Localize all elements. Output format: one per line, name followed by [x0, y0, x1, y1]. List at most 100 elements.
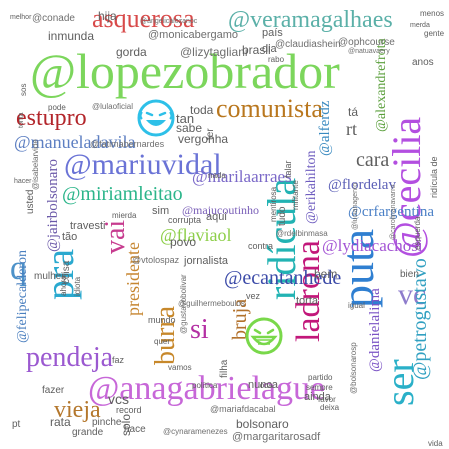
- word-rt: rt: [346, 119, 357, 139]
- word-tonta: tonta: [18, 112, 25, 128]
- word-melhor: melhor: [10, 14, 32, 21]
- word-danielalima: @danielalima: [367, 288, 383, 372]
- word-militante: militante: [291, 180, 300, 210]
- word-ter: ter: [205, 128, 216, 140]
- word-cara: cara: [356, 149, 390, 171]
- word-lulaoficial: @lulaoficial: [92, 102, 134, 111]
- word-si: si: [190, 314, 209, 345]
- word-anagabrielague: @anagabrielague: [88, 370, 326, 407]
- word-presidente: presidente: [123, 242, 143, 316]
- word-vtolospaz: @vtolospaz: [132, 255, 180, 265]
- word-asquerosa: asquerosa: [92, 4, 195, 33]
- word-brasil: brasil: [242, 43, 271, 57]
- word-mundo: mundo: [148, 315, 176, 325]
- word-vcs: vcs: [108, 391, 129, 407]
- word-veramagalhaes: @veramagalhaes: [228, 7, 393, 33]
- word-gorda: gorda: [116, 45, 147, 59]
- word-bolsonarosp: @bolsonarosp: [349, 342, 358, 394]
- word-felipecalderon: @felipecalderon: [15, 250, 30, 343]
- grinning-face-icon: [244, 316, 284, 356]
- word-favor: favor: [318, 395, 336, 404]
- word-sim: sim: [152, 205, 170, 217]
- word-rata: rata: [50, 415, 71, 429]
- word-jornalista: jornalista: [184, 255, 229, 267]
- word-guilhermeboulos: @guilhermeboulos: [178, 299, 245, 308]
- word-pais: país: [262, 27, 283, 39]
- word-monicabergamo: @monicabergamo: [148, 29, 239, 41]
- word-miriamleitao: @miriamleitao: [62, 183, 183, 205]
- word-lucianagenro: @lucianagenro: [352, 182, 359, 230]
- word-ainda: ainda: [304, 391, 331, 403]
- word-nunca: nunca: [248, 379, 278, 391]
- word-hacer: hacer: [14, 178, 32, 185]
- word-quer: quer: [154, 337, 171, 346]
- word-deixa: deixa: [320, 403, 340, 412]
- word-politica: política: [192, 381, 218, 390]
- word-inmunda: inmunda: [48, 29, 95, 43]
- word-ladrona: ladrona: [290, 240, 327, 342]
- word-mariafdacabal: @mariafdacabal: [210, 404, 276, 414]
- word-esquerda: esquerda: [413, 216, 422, 250]
- word-angelicalozanoc: @angelicalozanoc: [140, 18, 198, 25]
- word-pt: pt: [12, 419, 21, 430]
- word-corrupta: corrupta: [168, 215, 202, 225]
- word-cynaramenezes: @cynaramenezes: [163, 427, 228, 436]
- word-flordelav: @flordelav: [328, 177, 396, 193]
- word-sabe: sabe: [176, 121, 203, 135]
- word-faz: faz: [112, 355, 125, 365]
- word-tao: tão: [62, 231, 78, 243]
- word-pendeja: pendeja: [26, 342, 114, 373]
- word-hija: hija: [98, 9, 117, 23]
- word-carolinanavarro: @carolinanavarro: [390, 184, 397, 240]
- word-mentirosa: mentirosa: [269, 186, 278, 222]
- word-sos: sos: [19, 83, 28, 96]
- word-travesti: travesti: [70, 220, 106, 232]
- word-sempre: sempre: [306, 383, 333, 392]
- word-contra: contra: [248, 241, 274, 251]
- word-estupro: estupro: [16, 105, 87, 131]
- word-ta: tá: [348, 105, 359, 119]
- word-bien: bien: [400, 269, 419, 280]
- laughing-face-icon: [136, 98, 176, 138]
- word-aqui: aqui: [206, 211, 227, 223]
- word-partido: partido: [308, 373, 333, 382]
- word-tan: tan: [176, 111, 195, 126]
- word-comunista: comunista: [216, 94, 323, 123]
- word-jairbolsonaro: @jairbolsonaro: [45, 159, 61, 252]
- word-crfargentina: @crfargentina: [348, 204, 434, 220]
- word-majucoutinho: @majucoutinho: [182, 203, 260, 217]
- word-torta: torta: [296, 295, 319, 307]
- word-pinche: pinche: [92, 417, 122, 428]
- word-bolsonaro: bolsonaro: [236, 417, 289, 431]
- word-isabelarvide: @isabelarvide: [31, 139, 40, 190]
- word-margaritarosadf: @margaritarosadf: [232, 431, 321, 443]
- word-ophcourse: @ophcourse: [338, 37, 395, 48]
- word-alferdz: @alferdz: [317, 100, 333, 156]
- word-lopezobrador: @lopezobrador: [30, 43, 340, 99]
- word-usted: usted: [25, 189, 36, 214]
- word-vergonha: vergonha: [178, 132, 229, 146]
- word-q: q: [10, 250, 27, 287]
- word-falar: falar: [283, 160, 293, 178]
- word-mulher: mulher: [34, 271, 65, 282]
- word-ecantanhede: @ecantanhede: [224, 267, 342, 289]
- word-erikahilton: @erikahilton: [304, 150, 319, 224]
- word-dia: dia: [262, 43, 277, 55]
- word-hace: hace: [124, 424, 146, 435]
- word-loca: loca: [258, 381, 273, 390]
- word-mariuvidal: @mariuvidal: [64, 148, 222, 181]
- word-lydiacachosi: @lydiacachosi: [322, 236, 423, 255]
- word-idiota: idiota: [73, 276, 82, 296]
- word-ridicula-de: ridícula de: [429, 156, 439, 198]
- word-fazer: fazer: [42, 385, 65, 396]
- word-solo: solo: [119, 413, 133, 436]
- word-filha: filha: [219, 359, 230, 378]
- word-manueladavila: @manueladavila: [14, 132, 136, 152]
- word-menos: menos: [420, 9, 445, 18]
- word-gustavobolivar: @gustavobolivar: [179, 274, 188, 334]
- word-toda: toda: [190, 103, 214, 117]
- word-claudiashein: @claudiashein: [275, 39, 341, 50]
- word-flaviaol: @flaviaol: [160, 225, 232, 245]
- word-natuavaery: @natuavaery: [348, 48, 390, 55]
